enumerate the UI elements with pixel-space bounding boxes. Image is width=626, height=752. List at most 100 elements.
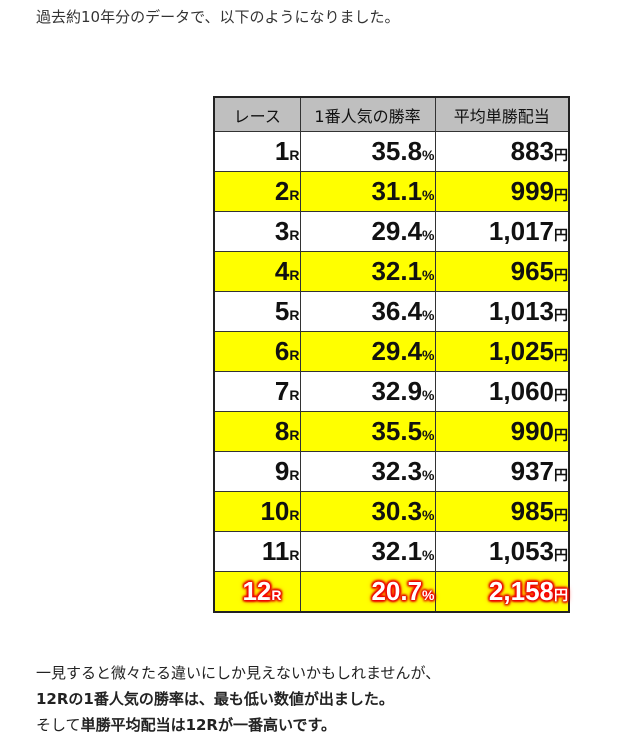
payout-cell: 965円 bbox=[434, 251, 570, 292]
race-cell-unit: R bbox=[289, 467, 300, 483]
payout-cell: 937円 bbox=[434, 451, 570, 492]
payout-cell-value: 999 bbox=[510, 176, 554, 206]
win-rate-cell: 31.1% bbox=[299, 171, 436, 212]
win-rate-cell: 29.4% bbox=[299, 331, 436, 372]
payout-cell-unit: 円 bbox=[554, 467, 568, 483]
outro-line-3-bold: 単勝平均配当は12Rが一番高いです。 bbox=[80, 716, 337, 734]
table-row: 10R 30.3% 985円 bbox=[213, 491, 570, 532]
table-row: 1R 35.8% 883円 bbox=[213, 131, 570, 172]
outro-line-3-prefix: そして bbox=[36, 716, 81, 734]
race-cell-unit: R bbox=[289, 227, 300, 243]
payout-cell-unit: 円 bbox=[554, 187, 568, 203]
win-rate-cell: 32.3% bbox=[299, 451, 436, 492]
payout-cell-value: 1,060 bbox=[488, 376, 554, 406]
race-cell-value: 1 bbox=[274, 136, 290, 166]
table-row: 7R 32.9% 1,060円 bbox=[213, 371, 570, 412]
outro-line-1: 一見すると微々たる違いにしか見えないかもしれませんが、 bbox=[36, 664, 441, 682]
win-rate-cell: 35.5% bbox=[299, 411, 436, 452]
race-cell: 5R bbox=[213, 291, 301, 332]
race-cell-unit: R bbox=[289, 387, 300, 403]
table-row: 5R 36.4% 1,013円 bbox=[213, 291, 570, 332]
win-rate-cell: 32.1% bbox=[299, 251, 436, 292]
race-cell: 11R bbox=[213, 531, 301, 572]
win-rate-cell-value: 32.3 bbox=[371, 456, 423, 486]
win-rate-cell: 35.8% bbox=[299, 131, 436, 172]
win-rate-cell-unit: % bbox=[422, 467, 435, 483]
win-rate-cell-value: 32.9 bbox=[371, 376, 423, 406]
payout-cell-unit: 円 bbox=[554, 267, 568, 283]
win-rate-cell-value: 36.4 bbox=[371, 296, 423, 326]
win-rate-cell: 32.9% bbox=[299, 371, 436, 412]
win-rate-cell-value: 20.7 bbox=[371, 576, 423, 606]
race-cell: 6R bbox=[213, 331, 301, 372]
race-cell: 8R bbox=[213, 411, 301, 452]
win-rate-cell-value: 31.1 bbox=[371, 176, 423, 206]
win-rate-cell-unit: % bbox=[422, 147, 435, 163]
race-cell-unit: R bbox=[289, 507, 300, 523]
race-cell: 9R bbox=[213, 451, 301, 492]
payout-cell-unit: 円 bbox=[554, 387, 568, 403]
win-rate-cell-value: 30.3 bbox=[371, 496, 423, 526]
win-rate-cell-unit: % bbox=[422, 427, 435, 443]
payout-cell-value: 1,013 bbox=[488, 296, 554, 326]
payout-cell: 1,060円 bbox=[434, 371, 570, 412]
race-cell-value: 9 bbox=[274, 456, 290, 486]
race-cell-unit: R bbox=[289, 427, 300, 443]
race-cell: 4R bbox=[213, 251, 301, 292]
race-cell-value: 12 bbox=[242, 576, 272, 606]
payout-cell: 2,158円 bbox=[434, 571, 570, 613]
payout-cell: 1,025円 bbox=[434, 331, 570, 372]
win-rate-cell-unit: % bbox=[422, 387, 435, 403]
race-cell-unit: R bbox=[289, 307, 300, 323]
race-cell: 12R bbox=[213, 571, 301, 613]
payout-cell: 999円 bbox=[434, 171, 570, 212]
payout-cell-value: 883 bbox=[510, 136, 554, 166]
header-average-payout: 平均単勝配当 bbox=[434, 96, 570, 132]
race-cell-unit: R bbox=[289, 347, 300, 363]
win-rate-cell-unit: % bbox=[422, 587, 435, 603]
intro-text: 過去約10年分のデータで、以下のようになりました。 bbox=[36, 8, 400, 26]
race-cell-value: 10 bbox=[260, 496, 290, 526]
payout-cell-value: 937 bbox=[510, 456, 554, 486]
outro-text: 一見すると微々たる違いにしか見えないかもしれませんが、 12Rの1番人気の勝率は… bbox=[36, 660, 440, 738]
race-cell-value: 4 bbox=[274, 256, 290, 286]
payout-cell-unit: 円 bbox=[554, 347, 568, 363]
outro-line-3: そして単勝平均配当は12Rが一番高いです。 bbox=[36, 712, 440, 738]
payout-cell-unit: 円 bbox=[554, 227, 568, 243]
race-cell: 1R bbox=[213, 131, 301, 172]
race-cell: 3R bbox=[213, 211, 301, 252]
header-race: レース bbox=[213, 96, 301, 132]
win-rate-cell-unit: % bbox=[422, 227, 435, 243]
payout-cell-value: 965 bbox=[510, 256, 554, 286]
payout-cell: 1,053円 bbox=[434, 531, 570, 572]
race-cell-unit: R bbox=[271, 587, 282, 603]
payout-cell: 985円 bbox=[434, 491, 570, 532]
table-row: 11R 32.1% 1,053円 bbox=[213, 531, 570, 572]
payout-cell: 883円 bbox=[434, 131, 570, 172]
win-rate-cell-value: 29.4 bbox=[371, 216, 423, 246]
win-rate-cell: 30.3% bbox=[299, 491, 436, 532]
payout-cell: 1,013円 bbox=[434, 291, 570, 332]
race-stats-table: レース 1番人気の勝率 平均単勝配当 1R 35.8% 883円 2R 31.1% 999… bbox=[213, 96, 570, 613]
race-cell-unit: R bbox=[289, 147, 300, 163]
payout-cell-value: 1,017 bbox=[488, 216, 554, 246]
race-cell-value: 3 bbox=[274, 216, 290, 246]
win-rate-cell-value: 35.8 bbox=[371, 136, 423, 166]
payout-cell-value: 985 bbox=[510, 496, 554, 526]
payout-cell-value: 1,053 bbox=[488, 536, 554, 566]
win-rate-cell: 32.1% bbox=[299, 531, 436, 572]
table-row: 12R 20.7% 2,158円 bbox=[213, 571, 570, 613]
race-cell: 10R bbox=[213, 491, 301, 532]
win-rate-cell-unit: % bbox=[422, 347, 435, 363]
table-row: 8R 35.5% 990円 bbox=[213, 411, 570, 452]
race-cell-unit: R bbox=[289, 547, 300, 563]
table-row: 6R 29.4% 1,025円 bbox=[213, 331, 570, 372]
win-rate-cell: 36.4% bbox=[299, 291, 436, 332]
race-cell: 7R bbox=[213, 371, 301, 412]
payout-cell-unit: 円 bbox=[554, 427, 568, 443]
race-cell-value: 2 bbox=[274, 176, 290, 206]
table-row: 3R 29.4% 1,017円 bbox=[213, 211, 570, 252]
win-rate-cell-unit: % bbox=[422, 507, 435, 523]
race-cell-value: 5 bbox=[274, 296, 290, 326]
win-rate-cell-unit: % bbox=[422, 267, 435, 283]
